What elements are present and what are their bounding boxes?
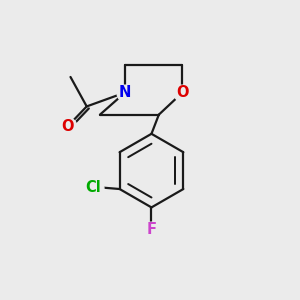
Text: Cl: Cl <box>85 180 101 195</box>
Text: F: F <box>146 222 157 237</box>
Text: O: O <box>176 85 189 100</box>
Text: O: O <box>61 119 74 134</box>
Text: N: N <box>119 85 131 100</box>
